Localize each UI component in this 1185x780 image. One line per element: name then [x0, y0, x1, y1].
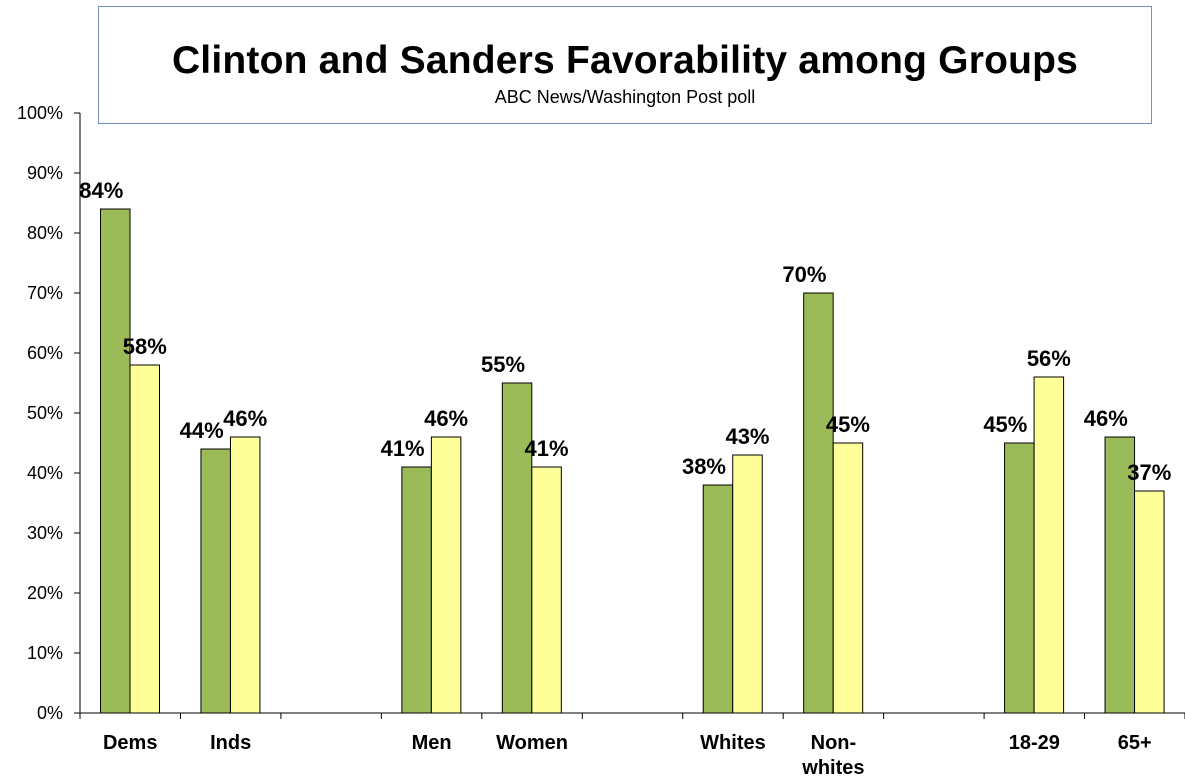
y-tick-label: 30%: [27, 523, 63, 543]
bar-series1: [200, 448, 231, 714]
y-tick-label: 40%: [27, 463, 63, 483]
data-label: 43%: [725, 424, 769, 449]
y-tick-label: 50%: [27, 403, 63, 423]
data-label: 41%: [525, 436, 569, 461]
bar-series1: [702, 484, 734, 714]
y-tick-label: 60%: [27, 343, 63, 363]
bar-series2: [229, 436, 261, 714]
y-tick-label: 70%: [27, 283, 63, 303]
bar-series1: [803, 292, 834, 714]
data-label: 70%: [782, 262, 826, 287]
category-label: Dems: [103, 732, 157, 754]
data-label: 46%: [223, 406, 267, 431]
data-label: 55%: [481, 352, 525, 377]
y-tick-label: 0%: [37, 703, 63, 723]
bar-series2: [832, 442, 864, 714]
y-tick-label: 10%: [27, 643, 63, 663]
category-label: Whites: [700, 732, 766, 754]
data-label: 46%: [1084, 406, 1128, 431]
category-label: Men: [412, 732, 452, 754]
bar-series2: [531, 466, 562, 714]
data-label: 37%: [1127, 460, 1171, 485]
bar-series1: [1104, 436, 1136, 714]
bar-series1: [401, 466, 432, 714]
bar-series2: [1033, 376, 1065, 714]
y-tick-label: 90%: [27, 163, 63, 183]
bar-series2: [129, 364, 160, 714]
chart-title: Clinton and Sanders Favorability among G…: [171, 39, 1079, 82]
bar-series1: [501, 382, 533, 714]
chart-subtitle: ABC News/Washington Post poll: [494, 87, 756, 107]
y-tick-label: 80%: [27, 223, 63, 243]
category-label: whites: [801, 757, 864, 779]
category-label: Inds: [210, 732, 251, 754]
data-label: 84%: [79, 178, 123, 203]
category-label: 18-29: [1009, 732, 1060, 754]
bar-series1: [1004, 442, 1035, 714]
bar-series2: [732, 454, 763, 714]
y-tick-label: 20%: [27, 583, 63, 603]
category-label: Women: [496, 732, 568, 754]
data-label: 41%: [381, 436, 425, 461]
data-label: 46%: [424, 406, 468, 431]
data-label: 58%: [123, 334, 167, 359]
category-label: 65+: [1118, 732, 1152, 754]
data-label: 38%: [682, 454, 726, 479]
data-label: 45%: [826, 412, 870, 437]
bar-series1: [100, 208, 131, 714]
data-label: 56%: [1027, 346, 1071, 371]
bar-series2: [1134, 490, 1165, 714]
data-label: 44%: [180, 418, 224, 443]
y-tick-label: 100%: [17, 103, 63, 123]
data-label: 45%: [983, 412, 1027, 437]
category-label: Non-: [811, 732, 857, 754]
chart-title-box: Clinton and Sanders Favorability among G…: [98, 6, 1152, 124]
bar-series2: [430, 436, 462, 714]
